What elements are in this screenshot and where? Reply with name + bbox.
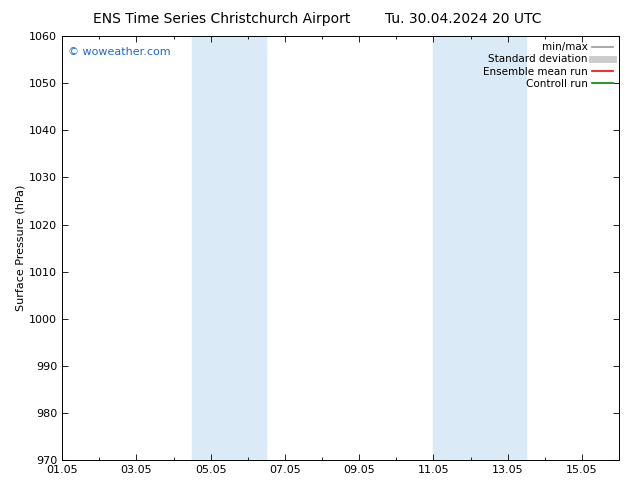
Text: © woweather.com: © woweather.com	[68, 47, 171, 57]
Y-axis label: Surface Pressure (hPa): Surface Pressure (hPa)	[15, 185, 25, 311]
Bar	[434, 36, 526, 460]
Bar	[192, 36, 266, 460]
Legend: min/max, Standard deviation, Ensemble mean run, Controll run: min/max, Standard deviation, Ensemble me…	[479, 38, 617, 93]
Text: ENS Time Series Christchurch Airport: ENS Time Series Christchurch Airport	[93, 12, 351, 26]
Text: Tu. 30.04.2024 20 UTC: Tu. 30.04.2024 20 UTC	[385, 12, 541, 26]
